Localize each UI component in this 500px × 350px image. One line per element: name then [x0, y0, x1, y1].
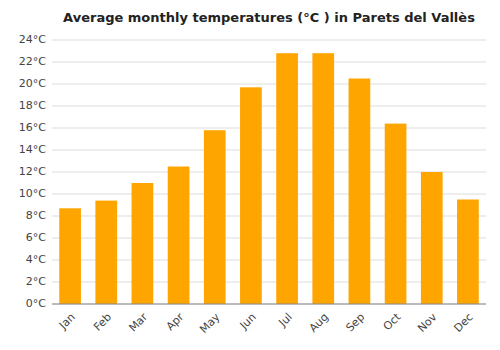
bars [59, 53, 479, 304]
bar [421, 172, 443, 304]
bar [457, 200, 479, 305]
x-tick-label: Apr [164, 310, 187, 333]
chart-container: 0°C 2°C 4°C 6°C 8°C 10°C 12°C 14°C 16°C 18°C 20°C 2… [0, 0, 500, 350]
x-tick-label: Jun [237, 311, 259, 333]
grid-line [52, 128, 486, 129]
y-tick-label: 8°C [26, 209, 46, 222]
chart-svg: 0°C 2°C 4°C 6°C 8°C 10°C 12°C 14°C 16°C 18°C 20°C 2… [0, 0, 500, 350]
grid [52, 40, 486, 304]
y-tick-label: 14°C [19, 143, 46, 156]
x-tick-label: Dec [451, 311, 475, 335]
bar [385, 124, 407, 304]
x-axis-line [52, 304, 486, 305]
grid-line [52, 84, 486, 85]
bar [276, 53, 298, 304]
bar [349, 79, 371, 305]
y-axis: 0°C 2°C 4°C 6°C 8°C 10°C 12°C 14°C 16°C 18°C 20°C 2… [19, 33, 46, 310]
y-tick-label: 18°C [19, 99, 46, 112]
grid-line [52, 304, 486, 305]
y-tick-label: 2°C [26, 275, 46, 288]
bar [204, 130, 226, 304]
grid-line [52, 62, 486, 63]
x-tick-label: Mar [126, 310, 150, 334]
y-tick-label: 0°C [26, 297, 46, 310]
y-tick-label: 4°C [26, 253, 46, 266]
grid-line [52, 40, 486, 41]
bar [95, 201, 117, 304]
x-axis: Jan Feb Mar Apr May Jun Jul Aug Sep Oct Nov Dec [56, 310, 476, 336]
bar [240, 87, 262, 304]
y-tick-label: 12°C [19, 165, 46, 178]
x-tick-label: Jul [276, 311, 295, 330]
x-tick-label: Nov [415, 310, 440, 335]
x-tick-label: May [197, 310, 223, 336]
grid-line [52, 106, 486, 107]
y-tick-label: 24°C [19, 33, 46, 46]
chart-title: Average monthly temperatures (°C ) in Pa… [63, 10, 475, 25]
bar [132, 183, 154, 304]
y-tick-label: 10°C [19, 187, 46, 200]
y-tick-label: 6°C [26, 231, 46, 244]
x-tick-label: Feb [91, 311, 114, 334]
x-tick-label: Sep [343, 311, 367, 335]
grid-line [52, 150, 486, 151]
bar [168, 167, 190, 305]
bar [312, 53, 334, 304]
bar [59, 208, 81, 304]
x-tick-label: Aug [307, 311, 331, 335]
y-tick-label: 20°C [19, 77, 46, 90]
x-tick-label: Oct [381, 310, 404, 333]
y-tick-label: 22°C [19, 55, 46, 68]
x-tick-label: Jan [56, 311, 78, 333]
y-tick-label: 16°C [19, 121, 46, 134]
